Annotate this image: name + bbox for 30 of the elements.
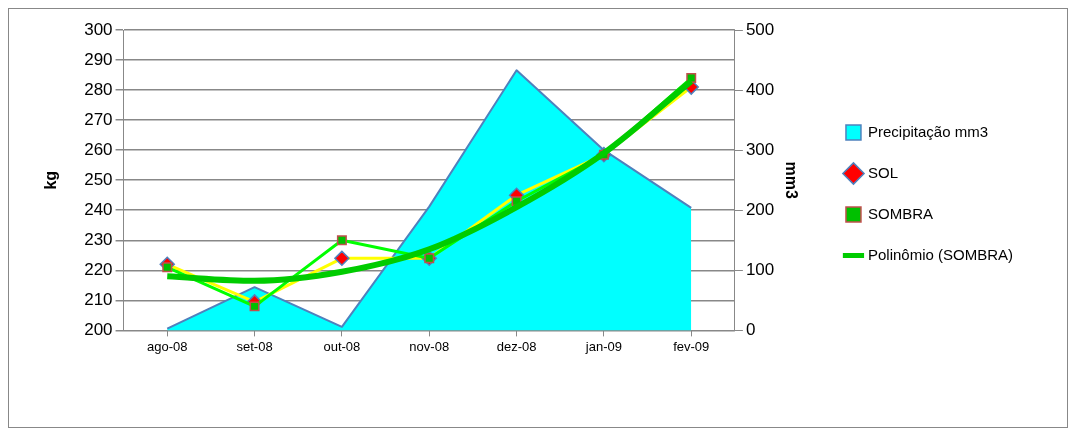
x-tick-label: set-08 — [236, 338, 273, 354]
y2-tick-label: 100 — [745, 260, 775, 280]
x-tick-label: dez-08 — [496, 338, 537, 354]
y-tick-label: 270 — [84, 109, 113, 129]
legend-label: SOMBRA — [867, 204, 933, 222]
x-tick-label: jan-09 — [584, 338, 622, 354]
y2-axis-title: mm3 — [783, 161, 801, 199]
legend-label: Precipitação mm3 — [867, 122, 989, 140]
y-tick-label: 280 — [84, 79, 113, 99]
y-tick-label: 210 — [84, 290, 113, 310]
y-tick-label: 260 — [84, 139, 113, 159]
y-tick-label: 200 — [84, 320, 113, 340]
y-tick-label: 300 — [84, 19, 113, 39]
y-tick-label: 230 — [84, 229, 113, 249]
y2-tick-label: 500 — [745, 19, 775, 39]
x-tick-label: nov-08 — [409, 338, 450, 354]
x-tick-label: ago-08 — [146, 338, 188, 354]
legend-label: Polinômio (SOMBRA) — [867, 245, 1014, 263]
y2-tick-label: 0 — [745, 320, 756, 340]
y2-tick-label: 200 — [745, 199, 775, 219]
y2-tick-label: 400 — [745, 79, 775, 99]
y-tick-label: 250 — [84, 169, 113, 189]
x-tick-label: out-08 — [323, 338, 361, 354]
x-tick-label: fev-09 — [673, 338, 710, 354]
y-tick-label: 240 — [84, 199, 113, 219]
y-tick-label: 290 — [84, 49, 113, 69]
y-tick-label: 220 — [84, 260, 113, 280]
y2-tick-label: 300 — [745, 139, 775, 159]
y-axis-title: kg — [42, 170, 60, 190]
legend-label: SOL — [867, 163, 898, 181]
